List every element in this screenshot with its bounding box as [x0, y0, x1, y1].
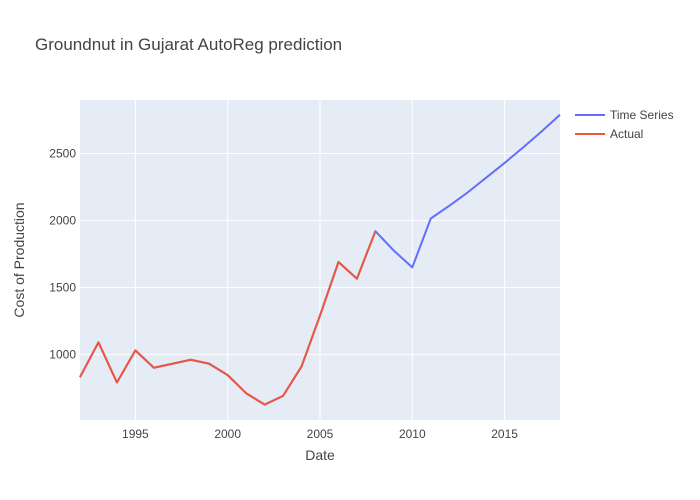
- y-axis-ticks: 1000 1500 2000 2500: [49, 147, 76, 362]
- series-layer: [79, 113, 561, 406]
- chart-title: Groundnut in Gujarat AutoReg prediction: [35, 35, 342, 54]
- legend-item-actual[interactable]: Actual: [575, 127, 643, 141]
- y-tick-label: 1000: [49, 347, 76, 361]
- x-tick-label: 2010: [399, 427, 426, 441]
- y-tick-label: 2000: [49, 214, 76, 228]
- series-line-actual: [79, 230, 377, 406]
- x-tick-label: 1995: [122, 427, 149, 441]
- x-axis-title: Date: [305, 447, 335, 463]
- x-axis-ticks: 1995 2000 2005 2010 2015: [122, 427, 518, 441]
- y-axis-title: Cost of Production: [11, 202, 27, 317]
- legend[interactable]: Time Series Actual: [575, 108, 674, 141]
- gridlines: [80, 100, 560, 420]
- legend-label: Actual: [610, 127, 643, 141]
- x-tick-label: 2005: [307, 427, 334, 441]
- x-tick-label: 2015: [491, 427, 518, 441]
- x-tick-label: 2000: [214, 427, 241, 441]
- y-tick-label: 1500: [49, 280, 76, 294]
- legend-label: Time Series: [610, 108, 674, 122]
- y-tick-label: 2500: [49, 147, 76, 161]
- legend-item-time-series[interactable]: Time Series: [575, 108, 674, 122]
